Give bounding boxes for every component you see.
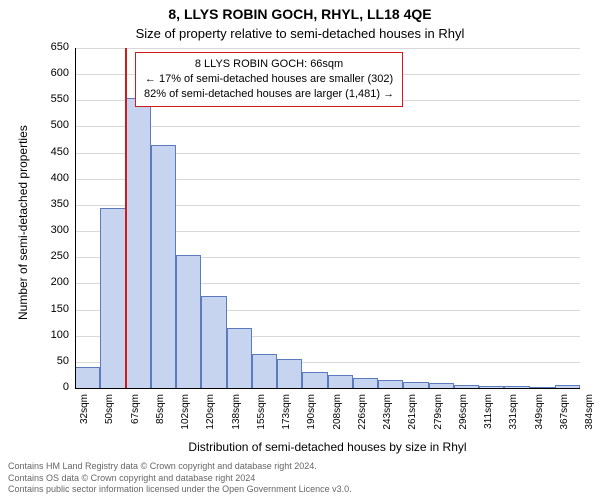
histogram-bar bbox=[176, 255, 201, 388]
histogram-bar bbox=[252, 354, 277, 388]
chart-subtitle: Size of property relative to semi-detach… bbox=[0, 26, 600, 41]
gridline bbox=[75, 126, 580, 127]
annotation-line: 8 LLYS ROBIN GOCH: 66sqm bbox=[144, 57, 394, 72]
y-tick-label: 150 bbox=[35, 303, 69, 315]
annotation-line: 82% of semi-detached houses are larger (… bbox=[144, 87, 394, 102]
histogram-bar bbox=[151, 145, 176, 388]
histogram-bar bbox=[100, 208, 125, 388]
histogram-bar bbox=[353, 378, 378, 388]
x-tick-label: 384sqm bbox=[584, 394, 595, 448]
histogram-bar bbox=[201, 296, 226, 388]
y-tick-label: 500 bbox=[35, 119, 69, 131]
highlight-line bbox=[125, 48, 127, 388]
chart-title-address: 8, LLYS ROBIN GOCH, RHYL, LL18 4QE bbox=[0, 6, 600, 22]
gridline bbox=[75, 48, 580, 49]
histogram-bar bbox=[126, 98, 151, 388]
histogram-bar bbox=[227, 328, 252, 388]
y-axis-line bbox=[75, 48, 76, 388]
x-axis-line bbox=[75, 388, 580, 389]
y-tick-label: 50 bbox=[35, 355, 69, 367]
y-tick-label: 550 bbox=[35, 93, 69, 105]
histogram-bar bbox=[75, 367, 100, 388]
histogram-bar bbox=[328, 375, 353, 388]
y-tick-label: 0 bbox=[35, 381, 69, 393]
footer-line: Contains HM Land Registry data © Crown c… bbox=[8, 461, 352, 473]
annotation-box: 8 LLYS ROBIN GOCH: 66sqm← 17% of semi-de… bbox=[135, 52, 403, 107]
y-axis-label: Number of semi-detached properties bbox=[16, 125, 30, 320]
y-tick-label: 450 bbox=[35, 146, 69, 158]
footer-line: Contains OS data © Crown copyright and d… bbox=[8, 473, 352, 485]
footer-licence: Contains HM Land Registry data © Crown c… bbox=[8, 461, 352, 496]
y-tick-label: 600 bbox=[35, 67, 69, 79]
y-tick-label: 250 bbox=[35, 250, 69, 262]
y-tick-label: 400 bbox=[35, 172, 69, 184]
y-tick-label: 200 bbox=[35, 276, 69, 288]
y-tick-label: 300 bbox=[35, 224, 69, 236]
histogram-bar bbox=[378, 380, 403, 388]
x-axis-label: Distribution of semi-detached houses by … bbox=[75, 440, 580, 454]
histogram-bar bbox=[302, 372, 327, 388]
footer-line: Contains public sector information licen… bbox=[8, 484, 352, 496]
y-tick-label: 100 bbox=[35, 329, 69, 341]
histogram-bar bbox=[277, 359, 302, 388]
y-tick-label: 650 bbox=[35, 41, 69, 53]
y-tick-label: 350 bbox=[35, 198, 69, 210]
chart-container: 8, LLYS ROBIN GOCH, RHYL, LL18 4QE Size … bbox=[0, 0, 600, 500]
plot-area: 0501001502002503003504004505005506006503… bbox=[75, 48, 580, 388]
annotation-line: ← 17% of semi-detached houses are smalle… bbox=[144, 72, 394, 87]
